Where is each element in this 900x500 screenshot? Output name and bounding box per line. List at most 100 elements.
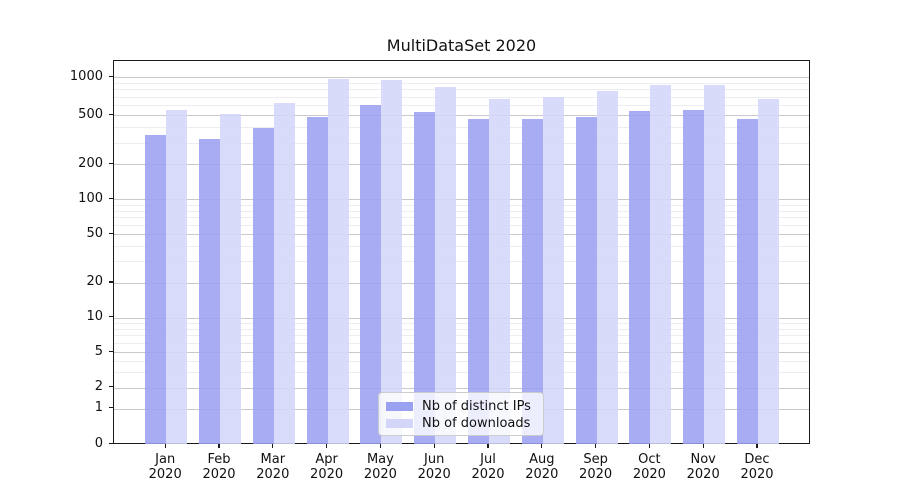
x-tick-year: 2020: [632, 467, 666, 482]
gridline-minor: [114, 82, 809, 84]
x-tick-year: 2020: [740, 467, 774, 482]
gridline-minor: [114, 89, 809, 91]
x-tick-mark: [272, 443, 274, 448]
y-tick-label: 10: [86, 309, 103, 325]
bar-downloads: [327, 78, 349, 445]
x-tick-month: Jun: [424, 452, 445, 467]
x-tick-year: 2020: [256, 467, 290, 482]
x-tick-label: Nov 2020: [673, 452, 733, 482]
plot-area: [113, 60, 810, 445]
x-tick-label: Oct 2020: [619, 452, 679, 482]
bar-downloads: [704, 85, 726, 445]
legend-label-distinct-ips: Nb of distinct IPs: [422, 399, 531, 414]
x-tick-month: Feb: [207, 452, 231, 467]
y-tick-mark: [108, 75, 113, 77]
x-tick-mark: [487, 443, 489, 448]
bar-downloads: [220, 113, 241, 445]
bar-downloads: [596, 90, 618, 445]
gridline-major: [114, 282, 809, 284]
gridline-minor: [114, 343, 809, 345]
x-tick-year: 2020: [148, 467, 182, 482]
y-tick-mark: [108, 113, 113, 115]
y-tick-label: 50: [86, 225, 103, 241]
x-tick-mark: [433, 443, 435, 448]
x-tick-mark: [164, 443, 166, 448]
x-tick-month: Sep: [583, 452, 608, 467]
bar-distinct-ips: [252, 128, 274, 445]
x-tick-year: 2020: [471, 467, 505, 482]
x-tick-month: Jan: [155, 452, 176, 467]
bar-distinct-ips: [629, 110, 651, 445]
bar-distinct-ips: [306, 116, 328, 445]
gridline-major: [114, 352, 809, 354]
bar-downloads: [166, 110, 188, 445]
legend-entry-distinct-ips: Nb of distinct IPs: [386, 398, 535, 415]
y-tick-label: 5: [94, 343, 103, 359]
x-tick-label: Apr 2020: [297, 452, 357, 482]
y-tick-mark: [108, 197, 113, 200]
gridline-major: [114, 317, 809, 319]
x-tick-year: 2020: [310, 467, 344, 482]
gridline-minor: [114, 96, 809, 98]
legend-swatch-distinct-ips: [386, 402, 413, 411]
bar-downloads: [650, 85, 672, 445]
y-tick-label: 0: [94, 436, 103, 451]
y-tick-mark: [108, 316, 113, 318]
x-tick-label: Jun 2020: [404, 452, 464, 482]
gridline-minor: [114, 261, 809, 263]
bar-downloads: [758, 98, 779, 445]
y-tick-mark: [108, 350, 113, 352]
x-tick-month: Jul: [480, 452, 496, 467]
y-tick-label: 1: [94, 400, 103, 416]
bar-downloads: [489, 98, 510, 445]
bar-distinct-ips: [414, 112, 436, 445]
x-tick-year: 2020: [363, 467, 397, 482]
x-tick-mark: [541, 443, 543, 448]
x-tick-month: Oct: [638, 452, 661, 467]
x-tick-label: Aug 2020: [512, 452, 572, 482]
gridline-minor: [114, 322, 809, 324]
x-tick-year: 2020: [579, 467, 613, 482]
legend-entry-downloads: Nb of downloads: [386, 415, 535, 432]
y-tick-label: 1000: [69, 68, 103, 84]
y-tick-mark: [108, 443, 113, 445]
gridline-major: [114, 199, 809, 201]
bar-distinct-ips: [521, 119, 543, 445]
x-tick-month: Mar: [260, 452, 286, 467]
gridline-major: [114, 234, 809, 236]
x-tick-mark: [218, 443, 220, 448]
x-tick-label: Mar 2020: [243, 452, 303, 482]
x-tick-year: 2020: [202, 467, 236, 482]
x-tick-mark: [595, 443, 597, 448]
x-tick-month: Aug: [529, 452, 555, 467]
x-tick-label: Jan 2020: [135, 452, 195, 482]
bar-distinct-ips: [737, 118, 758, 445]
x-tick-mark: [379, 443, 381, 448]
legend-label-downloads: Nb of downloads: [422, 416, 531, 431]
y-tick-label: 100: [78, 190, 103, 206]
x-tick-label: May 2020: [350, 452, 410, 482]
x-tick-mark: [702, 443, 704, 448]
chart-title: MultiDataSet 2020: [386, 36, 537, 55]
gridline-minor: [114, 246, 809, 248]
x-tick-year: 2020: [417, 467, 451, 482]
gridline-major: [114, 387, 809, 389]
y-tick-label: 500: [78, 106, 103, 122]
gridline-major: [114, 77, 809, 78]
x-tick-mark: [648, 443, 650, 448]
y-tick-label: 20: [86, 274, 103, 290]
bar-distinct-ips: [360, 105, 382, 445]
legend-swatch-downloads: [386, 419, 413, 428]
x-tick-month: May: [366, 452, 394, 467]
y-tick-mark: [108, 232, 113, 235]
bar-downloads: [542, 97, 564, 445]
x-tick-mark: [326, 443, 328, 448]
y-tick-mark: [108, 407, 113, 409]
y-tick-mark: [108, 162, 113, 165]
gridline-major: [114, 115, 809, 116]
gridline-minor: [114, 142, 809, 144]
x-tick-month: Nov: [690, 452, 716, 467]
bar-distinct-ips: [145, 135, 167, 445]
bar-distinct-ips: [683, 109, 705, 445]
